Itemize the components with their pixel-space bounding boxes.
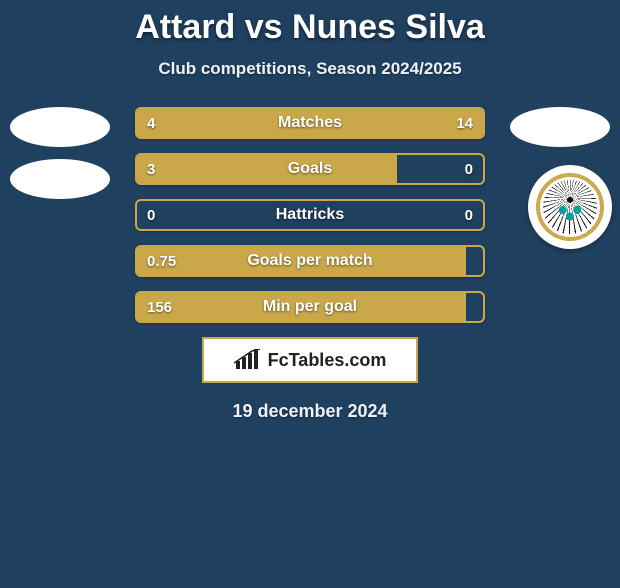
stat-value-right (463, 293, 483, 321)
stat-value-left: 0.75 (137, 247, 186, 275)
brand-box[interactable]: FcTables.com (202, 337, 418, 383)
stat-fill-left (137, 247, 466, 275)
stat-value-right (463, 247, 483, 275)
stat-value-left: 4 (137, 109, 165, 137)
stat-value-left: 0 (137, 201, 165, 229)
page-title: Attard vs Nunes Silva (0, 8, 620, 47)
stat-value-left: 3 (137, 155, 165, 183)
stat-row-goals-per-match: 0.75 Goals per match (135, 245, 485, 277)
subtitle: Club competitions, Season 2024/2025 (0, 59, 620, 79)
stat-label: Hattricks (137, 201, 483, 229)
stat-value-right: 0 (455, 155, 483, 183)
stat-fill-left (137, 155, 397, 183)
stat-row-matches: 4 Matches 14 (135, 107, 485, 139)
stat-fill-left (137, 293, 466, 321)
date-text: 19 december 2024 (0, 401, 620, 422)
stat-fill-right (213, 109, 483, 137)
stat-value-right: 0 (455, 201, 483, 229)
brand-text: FcTables.com (268, 350, 387, 371)
stat-row-goals: 3 Goals 0 (135, 153, 485, 185)
bar-chart-icon (234, 349, 262, 371)
stat-rows: 4 Matches 14 3 Goals 0 0 Hattricks 0 0.7… (0, 107, 620, 323)
stat-value-left: 156 (137, 293, 182, 321)
comparison-stage: 4 Matches 14 3 Goals 0 0 Hattricks 0 0.7… (0, 107, 620, 422)
stat-value-right: 14 (446, 109, 483, 137)
stat-row-min-per-goal: 156 Min per goal (135, 291, 485, 323)
stat-row-hattricks: 0 Hattricks 0 (135, 199, 485, 231)
